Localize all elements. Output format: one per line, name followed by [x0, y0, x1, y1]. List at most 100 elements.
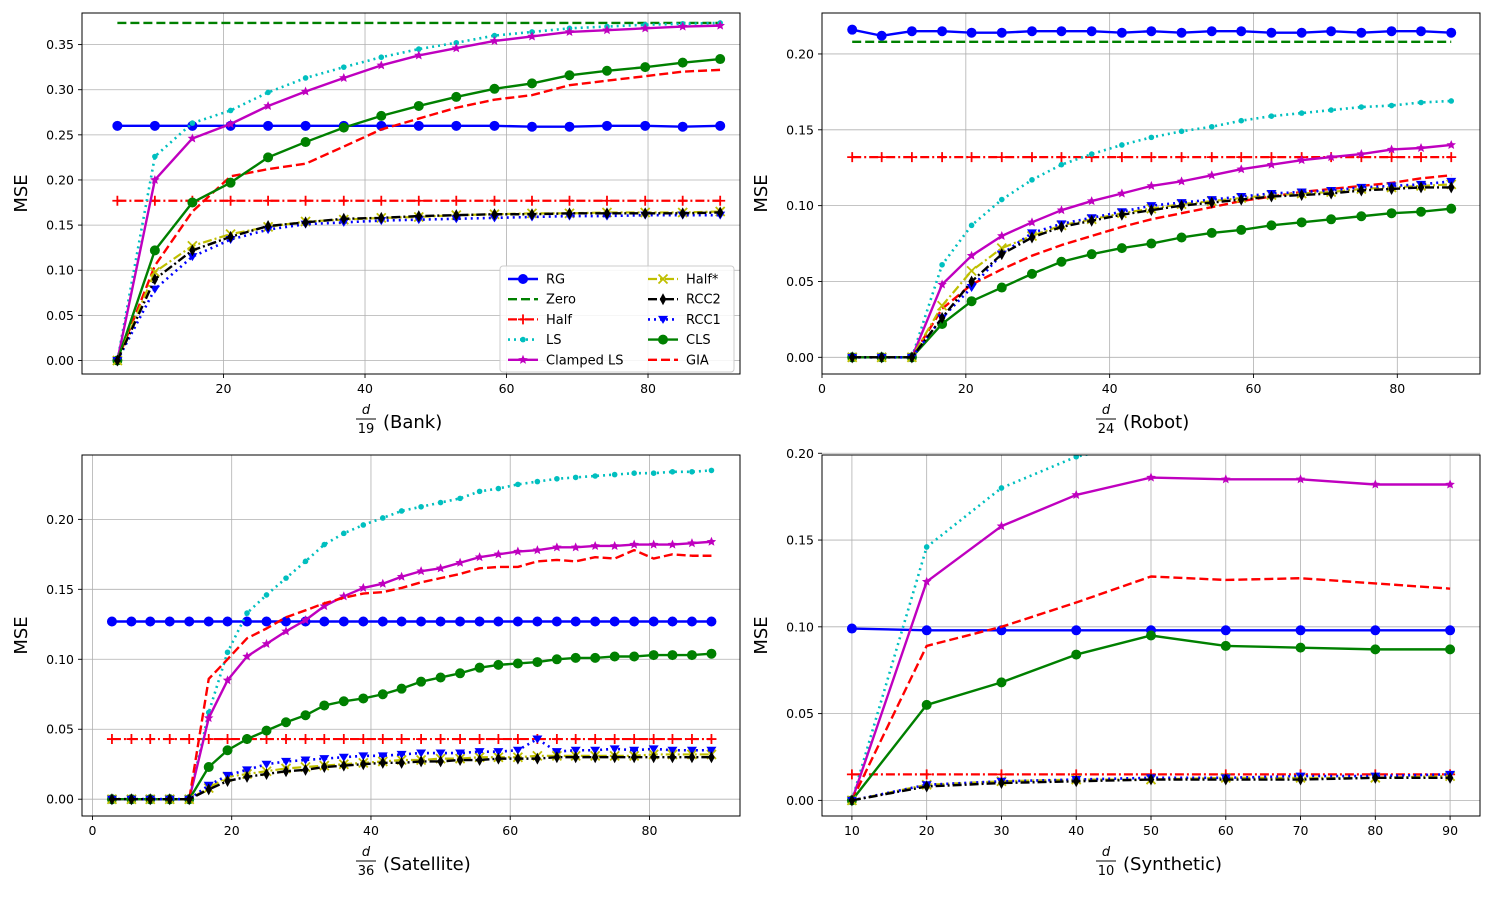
data-point-clamped-ls	[715, 20, 725, 30]
data-point-rg	[706, 616, 717, 627]
x-tick-label: 80	[1367, 823, 1383, 838]
data-point-clamped-ls	[263, 100, 273, 110]
data-point-rcc1	[300, 756, 311, 765]
data-point-ls	[152, 153, 158, 160]
data-point-ls	[592, 473, 598, 479]
data-point-rg	[1220, 625, 1231, 636]
y-tick-label: 0.10	[786, 619, 814, 634]
data-point-clamped-ls	[1416, 143, 1426, 153]
data-point-clamped-ls	[225, 119, 236, 129]
data-point-rcc2	[189, 244, 196, 257]
data-point-clamped-ls	[358, 582, 369, 592]
series-rg	[106, 616, 717, 627]
data-point-half	[677, 195, 688, 206]
legend-label: Zero	[546, 293, 576, 308]
panel-satellite: 0 20 40 60 80 0.00 0.05 0.10 0.15 0.20 MSE d 36 (Sate…	[11, 454, 741, 879]
x-axis-label: d 10 (Synthetic)	[1096, 845, 1222, 879]
data-point-half	[1386, 152, 1397, 163]
data-point-rcc2	[708, 751, 715, 764]
data-point-clamped-ls	[1295, 474, 1306, 484]
data-point-clamped-ls	[996, 521, 1007, 531]
data-point-rcc1	[149, 285, 160, 294]
data-point-ls	[1058, 161, 1065, 168]
data-point-clamped-ls	[1446, 139, 1456, 150]
x-tick-label: 60	[1246, 381, 1262, 396]
data-point-clamped-ls	[1326, 152, 1336, 162]
data-point-half	[338, 734, 349, 745]
data-point-rg	[263, 120, 274, 131]
grid	[821, 13, 1480, 374]
data-point-cls	[1296, 217, 1307, 228]
x-label-numerator: d	[362, 845, 371, 860]
data-point-rcc2	[321, 761, 328, 774]
data-point-half	[846, 769, 857, 780]
data-point-cls	[222, 745, 233, 756]
data-point-rg	[149, 120, 160, 131]
legend-label: Clamped LS	[546, 353, 623, 368]
x-tick-label: 40	[1068, 823, 1084, 838]
data-point-rcc2	[495, 752, 502, 765]
data-point-rcc1	[667, 746, 678, 755]
data-point-clamped-ls	[300, 86, 311, 96]
y-tick-label: 0.15	[786, 533, 814, 548]
data-point-rg	[145, 616, 156, 627]
data-point-half-star	[149, 266, 161, 278]
data-point-clamped-ls	[396, 571, 407, 581]
data-point-ls	[1073, 455, 1080, 460]
data-point-rg	[1236, 26, 1247, 37]
data-point-rg	[966, 27, 977, 38]
data-point-rg	[996, 27, 1007, 38]
data-point-ls	[1448, 98, 1455, 104]
data-point-rg	[629, 616, 640, 627]
data-point-ls	[1148, 438, 1154, 444]
data-point-clamped-ls	[435, 563, 446, 573]
data-point-rcc2	[146, 793, 154, 806]
data-point-half	[300, 195, 311, 206]
data-point-rg	[1356, 27, 1367, 38]
data-point-ls	[457, 495, 463, 502]
x-tick-label: 60	[502, 823, 518, 838]
data-point-ls	[1298, 110, 1305, 116]
x-label-denominator: 10	[1098, 864, 1115, 879]
data-point-rcc2	[630, 751, 638, 764]
data-point-half	[921, 769, 932, 780]
series-rcc2	[114, 206, 724, 367]
data-point-rg	[435, 616, 446, 627]
data-point-cls	[493, 659, 504, 670]
data-point-cls	[601, 65, 612, 76]
series-clamped-ls	[112, 20, 725, 365]
x-tick-label: 80	[642, 823, 658, 838]
data-point-half-star	[936, 300, 948, 311]
data-point-clamped-ls	[1386, 144, 1397, 154]
data-point-ls	[1298, 428, 1304, 434]
data-point-cls	[1326, 214, 1337, 225]
data-point-rg	[590, 616, 601, 627]
y-tick-label: 0.15	[46, 218, 74, 233]
data-point-rcc2	[1118, 208, 1126, 221]
data-point-rcc2	[1147, 773, 1155, 786]
x-tick-label: 50	[1143, 823, 1159, 838]
series-gia	[850, 575, 1451, 801]
data-point-rcc1	[319, 755, 330, 764]
data-point-clamped-ls	[300, 615, 311, 625]
x-tick-label: 0	[818, 381, 826, 396]
data-point-ls	[1388, 102, 1395, 109]
data-point-rg	[319, 616, 330, 627]
legend-swatch-marker	[518, 314, 528, 325]
data-point-half	[376, 195, 387, 206]
x-tick-label: 60	[499, 381, 515, 396]
data-point-ls	[554, 475, 560, 482]
data-point-rg	[1326, 26, 1337, 37]
data-point-rcc2	[534, 752, 541, 765]
data-point-ls	[453, 39, 460, 46]
data-point-rcc1	[338, 753, 349, 762]
series-half	[112, 195, 726, 206]
data-point-cls	[1086, 249, 1097, 260]
data-point-cls	[300, 710, 311, 721]
data-point-cls	[648, 650, 659, 661]
series-half	[106, 734, 717, 745]
data-point-cls	[564, 70, 575, 81]
data-point-rcc1	[435, 749, 446, 758]
data-point-rcc2	[1298, 189, 1305, 202]
data-point-clamped-ls	[1296, 155, 1307, 165]
